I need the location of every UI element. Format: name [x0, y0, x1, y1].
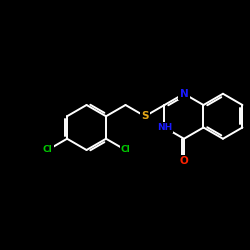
- Text: Cl: Cl: [43, 146, 52, 154]
- Text: O: O: [180, 156, 188, 166]
- Text: Cl: Cl: [121, 146, 130, 154]
- Text: S: S: [141, 111, 149, 121]
- Text: NH: NH: [157, 123, 172, 132]
- Text: N: N: [180, 89, 188, 99]
